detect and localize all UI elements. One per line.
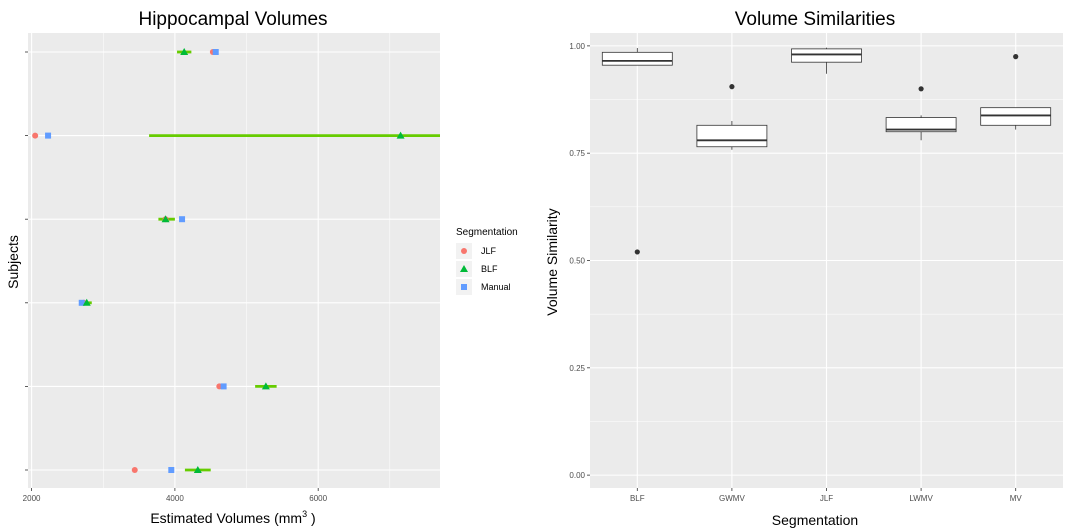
volumes-y-axis-title: Subjects [5, 235, 21, 289]
manual-point [212, 49, 219, 55]
volume-points [32, 48, 405, 473]
outlier-point [729, 84, 735, 90]
jlf-point [131, 467, 138, 473]
legend-key-jlf [461, 248, 467, 254]
manual-point [45, 132, 52, 139]
x-tick-label: JLF [820, 494, 833, 503]
blf-point [180, 48, 189, 55]
boxplot-jlf [791, 47, 862, 74]
legend: Segmentation JLF BLF Manual [456, 227, 518, 295]
volumes-gridlines [28, 33, 440, 488]
blf-point [161, 215, 170, 223]
legend-label-manual: Manual [481, 282, 511, 292]
legend-label-blf: BLF [481, 264, 498, 274]
x-tick-label: MV [1010, 494, 1023, 503]
similarity-x-axis-title: Segmentation [772, 512, 858, 528]
x-tick-label: 4000 [166, 494, 184, 503]
legend-key-manual [461, 284, 467, 290]
box [696, 124, 768, 148]
volumes-chart-title: Hippocampal Volumes [138, 9, 327, 30]
x-tick-label: GWMV [719, 494, 745, 503]
outlier-point [634, 249, 640, 255]
manual-point [78, 299, 85, 306]
legend-key-blf [460, 265, 468, 272]
boxplot-gwmv [696, 84, 768, 150]
manual-point [220, 383, 227, 390]
similarity-x-ticks: BLF GWMV JLF LWMV MV [630, 488, 1022, 503]
y-tick-label: 1.00 [569, 42, 585, 51]
blf-point [193, 466, 202, 473]
boxplot-mv [980, 54, 1052, 130]
jlf-point [32, 132, 39, 139]
blf-point [261, 382, 270, 390]
y-tick-label: 0.75 [569, 149, 585, 158]
manual-point [168, 467, 175, 473]
legend-label-jlf: JLF [481, 246, 497, 256]
blf-point [396, 131, 405, 139]
volumes-plot-panel [28, 33, 440, 488]
outlier-point [1013, 54, 1019, 60]
similarity-chart-title: Volume Similarities [735, 9, 896, 30]
similarity-y-axis-title: Volume Similarity [544, 208, 560, 315]
box [601, 51, 673, 66]
volumes-chart: Hippocampal Volumes 2000 4000 6000 Estimat… [5, 9, 440, 526]
box [980, 107, 1052, 126]
volumes-x-axis-title: Estimated Volumes (mm3 ) [150, 509, 315, 526]
y-tick-label: 0.25 [569, 364, 585, 373]
box [885, 117, 957, 133]
box [791, 48, 862, 63]
x-tick-label: LWMV [909, 494, 933, 503]
y-tick-label: 0.50 [569, 257, 585, 266]
outlier-point [918, 86, 924, 92]
legend-title: Segmentation [456, 227, 518, 238]
y-tick-label: 0.00 [569, 471, 585, 480]
x-tick-label: 2000 [23, 494, 41, 503]
boxplot-lwmv [885, 86, 957, 141]
similarity-chart: Volume Similarities 0.00 0.25 0.50 0.75 1.00… [544, 9, 1063, 528]
boxplots [601, 47, 1052, 255]
boxplot-blf [601, 48, 673, 255]
blf-point [82, 298, 91, 306]
x-tick-label: 6000 [309, 494, 327, 503]
similarity-y-ticks: 0.00 0.25 0.50 0.75 1.00 [569, 42, 590, 480]
x-tick-label: BLF [630, 494, 645, 503]
volumes-x-ticks: 2000 4000 6000 [23, 51, 328, 503]
manual-point [179, 216, 186, 223]
